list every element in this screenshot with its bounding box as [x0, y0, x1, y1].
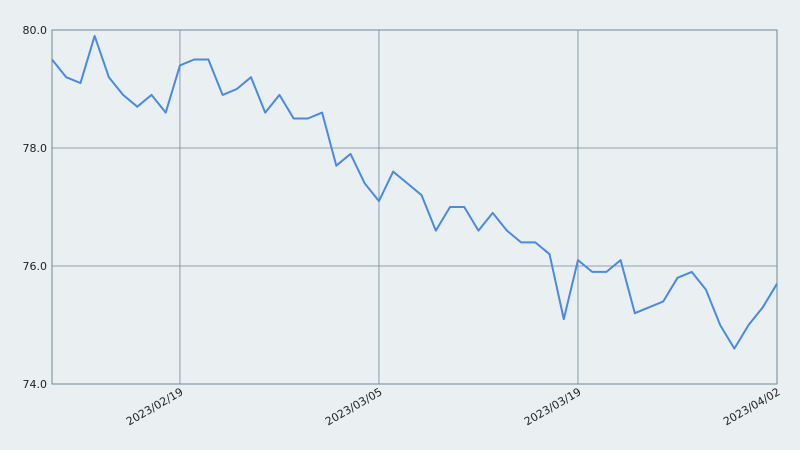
y-tick-label: 80.0 [23, 24, 48, 37]
y-tick-label: 78.0 [23, 142, 48, 155]
line-series [51, 34, 778, 350]
y-tick-label: 76.0 [23, 260, 48, 273]
y-tick-label: 74.0 [23, 378, 48, 391]
